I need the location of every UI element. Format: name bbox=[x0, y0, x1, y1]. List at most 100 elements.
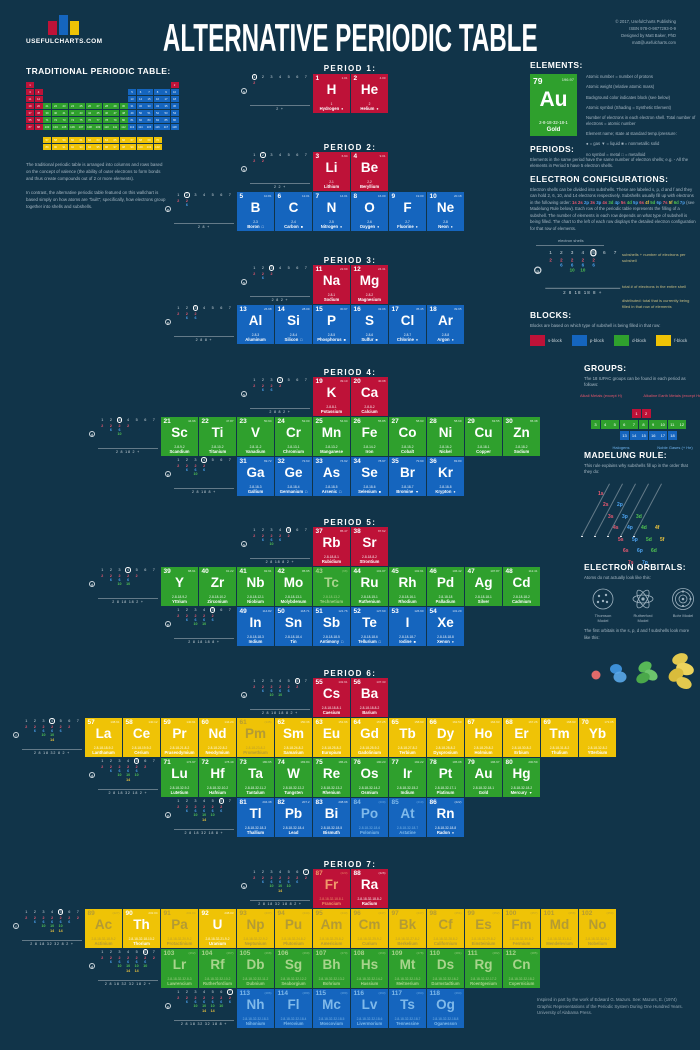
tile-symbol: Ho bbox=[474, 726, 493, 741]
diagram-shell-column: 5 2 6 10 14 bbox=[56, 909, 65, 933]
tile-atomic-number: 16 bbox=[353, 306, 361, 313]
diagram-shell-number: 1 bbox=[253, 679, 256, 683]
tile-element-name: Carbon ■ bbox=[284, 224, 303, 229]
orbitals-text-2: The first orbitals in the s, p, d and f … bbox=[584, 628, 690, 640]
diagram-subshell-count: 6 bbox=[185, 808, 188, 813]
diagram-shell-column: 3 2 6 10 bbox=[567, 249, 578, 274]
diagram-shell-column: 6 bbox=[141, 567, 150, 587]
element-tile-ga: 31 69.72 Ga 2-8-18-3 Gallium bbox=[237, 457, 274, 496]
blocks-heading: BLOCKS: bbox=[530, 310, 572, 320]
diagram-subshell-count: 2 bbox=[185, 311, 188, 316]
group-number-cell: 4 bbox=[600, 419, 610, 429]
tile-state-icon: ● bbox=[450, 831, 455, 835]
diagram-shell-column: 6 bbox=[217, 305, 226, 320]
diagram-subshell-count: 6 bbox=[194, 467, 197, 472]
tile-element-name: Uranium bbox=[209, 941, 226, 946]
diagram-shell-number: 6 bbox=[217, 798, 226, 805]
tile-element-name: Einsteinium bbox=[471, 941, 496, 946]
tile-electron-config: 2-8-18-32-27-8-2 bbox=[395, 936, 420, 941]
diagram-subshell-count: 2 bbox=[203, 804, 206, 809]
diagram-subshell-count: 6 bbox=[287, 688, 290, 693]
tile-atomic-mass: 1.01 bbox=[341, 76, 348, 80]
traditional-cell: 38 bbox=[34, 110, 43, 117]
diagram-subshell-count: 10 bbox=[269, 693, 274, 698]
traditional-cell: 29 bbox=[111, 103, 119, 110]
diagram-active-shell: 5 bbox=[133, 758, 140, 764]
tile-atomic-mass: 52.00 bbox=[301, 419, 310, 423]
tile-element-name: Rhodium bbox=[398, 599, 417, 604]
element-tile-pb: 82 207.2 Pb 2-8-18-32-18-4 Lead bbox=[275, 798, 312, 837]
madelung-row: 3s 3p 3d bbox=[608, 505, 650, 523]
diagram-subshell-count: 2 bbox=[287, 684, 290, 689]
diagram-columns: 1 2 2 2 6 3 2 6 10 4 2 6 5 6 7 bbox=[174, 457, 234, 477]
element-tile-ne: 10 20.18 Ne 2-8 Neon ● bbox=[427, 192, 464, 231]
element-tile-be: 4 9.01 Be 2-2 Beryllium bbox=[351, 152, 388, 191]
element-tile-v: 23 50.94 V 2-8-11-2 Vanadium bbox=[237, 417, 274, 456]
diagram-shell-totals: 2 2 + bbox=[250, 183, 310, 189]
diagram-shell-number: 2 bbox=[261, 870, 264, 874]
atom-model-label: Bohr Model bbox=[672, 613, 694, 619]
traditional-cell: 69 bbox=[145, 136, 153, 143]
tile-atomic-mass: 231.04 bbox=[186, 911, 196, 915]
diagram-shell-totals: 2 8 18 18 8 2 + bbox=[250, 709, 310, 715]
madelung-subshell: 5p bbox=[632, 536, 638, 543]
traditional-cell: 12 bbox=[34, 96, 43, 103]
element-tile-co: 27 58.93 Co 2-8-15-2 Cobalt bbox=[389, 417, 426, 456]
logo-bar-yellow bbox=[70, 21, 79, 35]
madelung-subshell: 3d bbox=[636, 513, 642, 520]
element-tile-ag: 47 107.87 Ag 2-8-18-18-1 Silver bbox=[465, 567, 502, 606]
tile-electron-config: 2-1 bbox=[329, 179, 334, 184]
diagram-subshell-count: 10 bbox=[193, 1004, 198, 1009]
tile-atomic-number: 44 bbox=[353, 568, 361, 575]
diagram-subshell-count: 2 bbox=[127, 423, 130, 428]
diagram-active-shell: 6 bbox=[142, 949, 149, 955]
tile-state-icon: ▼ bbox=[527, 791, 533, 795]
tile-element-name: Dysprosium bbox=[433, 750, 458, 755]
tile-atomic-mass: (269) bbox=[378, 951, 386, 955]
tile-electron-config: 2-8-18-32-13-2 bbox=[320, 785, 343, 790]
diagram-shell-number: 6 bbox=[296, 75, 299, 79]
tile-symbol: Tl bbox=[249, 806, 262, 821]
tile-electron-config: 2-8-18-32-18-7 bbox=[396, 825, 419, 830]
ec-sample-diagram: p 1 2 2 2 6 3 2 6 10 4 2 6 10 5 2 6 6 7 2 8 18 18 8 + bbox=[534, 249, 622, 295]
diagram-subshell-count: 2 bbox=[59, 915, 62, 920]
tile-symbol: Nd bbox=[208, 726, 227, 741]
tile-symbol: Ds bbox=[436, 957, 455, 972]
tile-element-name: Promethium bbox=[243, 750, 268, 755]
ec-sequence-item: 7p bbox=[678, 199, 685, 205]
tile-atomic-number: 69 bbox=[543, 719, 551, 726]
tile-electron-config: 2-8-18-32-32-18-3 bbox=[242, 1016, 269, 1021]
tile-atomic-number: 86 bbox=[429, 799, 437, 806]
diagram-shell-number: 4 bbox=[203, 990, 206, 994]
traditional-cell: 53 bbox=[162, 110, 170, 117]
tile-symbol: Mn bbox=[321, 425, 342, 440]
tile-symbol: Ge bbox=[284, 465, 303, 480]
tile-atomic-number: 93 bbox=[239, 910, 247, 917]
element-tile-rf: 104 (267) Rf 2-8-18-32-32-10-2 Rutherfordium bbox=[199, 949, 236, 988]
tile-atomic-mass: 10.81 bbox=[263, 194, 272, 198]
tile-atomic-mass: 157.25 bbox=[376, 720, 386, 724]
traditional-cell: 39 bbox=[43, 110, 51, 117]
tile-element-name: Titanium bbox=[208, 449, 227, 454]
diagram-subshell-count: 2 bbox=[33, 724, 36, 729]
group-number-cell: 7 bbox=[629, 419, 639, 429]
tile-element-name: Seaborgium bbox=[281, 981, 306, 986]
element-row-p-block: 5 10.81 B 2-3 Boron □ 6 12.01 C 2-4 Carbon ■ 7 14.0… bbox=[237, 192, 464, 231]
diagram-shell-column: 7 bbox=[150, 417, 159, 437]
diagram-subshell-count: 2 bbox=[279, 684, 282, 689]
traditional-cell: 105 bbox=[60, 124, 68, 131]
traditional-cell: 41 bbox=[60, 110, 68, 117]
madelung-row: 7s 7p bbox=[628, 551, 656, 569]
diagram-shell-number: 1 bbox=[253, 153, 256, 157]
element-tile-tc: 43 (98) Tc 2-8-18-13-2 Technetium bbox=[313, 567, 350, 606]
traditional-cell: 60 bbox=[68, 136, 77, 143]
tile-element-name: Livermorium bbox=[356, 1021, 383, 1026]
tile-electron-config: 2-8-18-32-32-8-2 bbox=[585, 936, 610, 941]
tile-electron-config: 2-8-14-2 bbox=[363, 444, 376, 449]
tile-element-name: Roentgenium bbox=[470, 981, 497, 986]
